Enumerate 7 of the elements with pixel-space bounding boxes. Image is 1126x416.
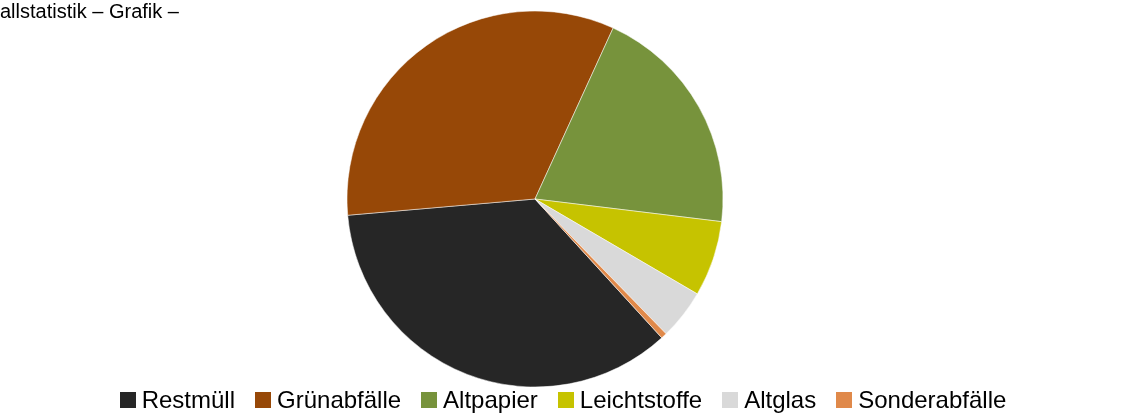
legend-label: Grünabfälle — [277, 386, 402, 414]
legend-label: Sonderabfälle — [858, 386, 1007, 414]
legend-label: Restmüll — [141, 386, 236, 414]
legend-label: Altglas — [744, 386, 817, 414]
legend-label: Leichtstoffe — [579, 386, 703, 414]
chart-title: allstatistik – Grafik – — [0, 0, 179, 22]
legend-label: Altpapier — [443, 386, 538, 414]
